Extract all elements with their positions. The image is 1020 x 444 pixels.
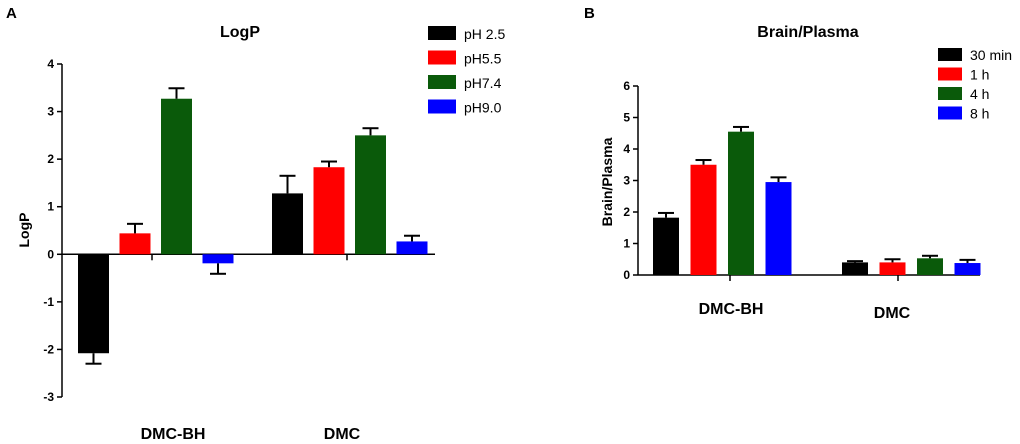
- panel-a-category-label: DMC: [324, 426, 361, 443]
- panel-a-y-tick-label: -1: [43, 295, 54, 309]
- panel-b-y-tick-label: 5: [623, 111, 630, 125]
- panel-b-legend-swatch: [938, 106, 962, 120]
- panel-b-y-tick-label: 1: [623, 237, 630, 251]
- panel-a-bar: [355, 135, 386, 255]
- panel-a-y-tick-label: 2: [47, 152, 54, 166]
- panel-a-bar: [313, 167, 345, 255]
- panel-a-legend-swatch: [428, 50, 456, 65]
- panel-b-y-tick-label: 6: [623, 79, 630, 93]
- panel-a-y-axis-label: LogP: [16, 213, 32, 248]
- panel-b-bar: [879, 262, 906, 275]
- panel-b-y-tick-label: 0: [623, 268, 630, 282]
- panel-b-category-label: DMC-BH: [699, 301, 764, 318]
- panel-b-y-tick-label: 4: [623, 142, 630, 156]
- panel-b-bar: [842, 262, 868, 275]
- panel-b-legend-swatch: [938, 67, 962, 81]
- panel-a-y-tick-label: 4: [47, 57, 54, 71]
- panel-a-legend-label: pH 2.5: [464, 26, 505, 42]
- panel-a-y-tick-label: -2: [43, 342, 54, 356]
- panel-a-y-tick-label: 1: [47, 200, 54, 214]
- panel-a-bar: [396, 241, 428, 255]
- panel-a-y-tick-label: 3: [47, 105, 54, 119]
- panel-a-bar: [202, 254, 234, 264]
- panel-b-bar: [690, 164, 717, 275]
- panel-b-legend-swatch: [938, 48, 962, 61]
- panel-b-bar: [653, 217, 679, 275]
- panel-a-bar: [119, 233, 151, 255]
- panel-a-category-label: DMC-BH: [141, 426, 206, 443]
- panel-a-legend-label: pH7.4: [464, 75, 502, 91]
- panel-b-legend-swatch: [938, 87, 962, 100]
- panel-b-bar: [728, 131, 754, 275]
- panel-a-bar: [78, 254, 109, 354]
- panel-a-bar: [161, 98, 192, 255]
- panel-a-legend-label: pH9.0: [464, 100, 502, 116]
- panel-a-letter: A: [6, 5, 17, 22]
- panel-a-legend-swatch: [428, 99, 456, 114]
- panel-a-legend-swatch: [428, 75, 456, 89]
- panel-b-y-tick-label: 3: [623, 174, 630, 188]
- panel-a-title: LogP: [220, 24, 260, 41]
- panel-b: B Brain/Plasma Brain/Plasma DMC-BH DMC 0…: [584, 5, 1012, 322]
- panel-a-legend-label: pH5.5: [464, 51, 502, 67]
- panel-b-letter: B: [584, 5, 595, 22]
- panel-a-bar: [272, 193, 303, 255]
- panel-a: A LogP LogP DMC-BH DMC 4 3 2 1 0 -1 -2 -3 pH 2.…: [6, 5, 505, 443]
- panel-b-legend-label: 8 h: [970, 106, 989, 122]
- panel-a-y-tick-label: -3: [43, 390, 54, 404]
- panel-b-legend-label: 30 min: [970, 47, 1012, 63]
- panel-b-legend-label: 1 h: [970, 67, 989, 83]
- panel-b-category-label: DMC: [874, 305, 911, 322]
- panel-b-title: Brain/Plasma: [757, 24, 858, 41]
- panel-b-y-tick-label: 2: [623, 205, 630, 219]
- panel-a-y-tick-label: 0: [47, 247, 54, 261]
- panel-b-bar: [954, 263, 981, 275]
- panel-b-bar: [765, 182, 792, 275]
- panel-a-legend-swatch: [428, 26, 456, 40]
- panel-b-legend-label: 4 h: [970, 86, 989, 102]
- panel-b-bar: [917, 258, 943, 275]
- panel-b-y-axis-label: Brain/Plasma: [599, 137, 615, 226]
